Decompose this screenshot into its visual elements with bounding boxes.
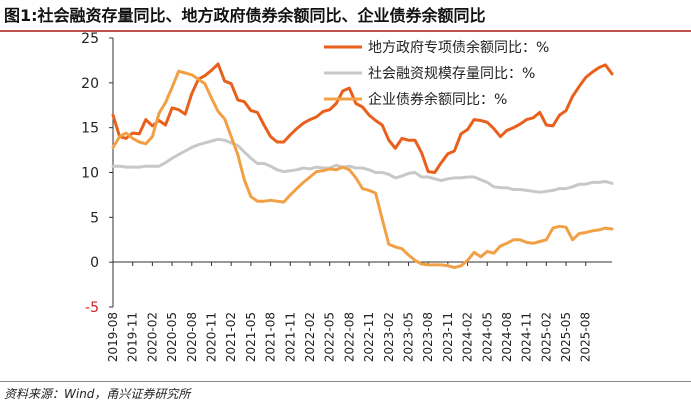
title-divider	[0, 30, 691, 32]
x-tick-label: 2025-05	[559, 312, 573, 362]
x-tick-label: 2024-02	[461, 312, 475, 362]
x-tick-label: 2020-08	[185, 312, 199, 362]
x-tick-label: 2019-11	[126, 312, 140, 362]
legend-label-2: 社会融资规模存量同比：%	[368, 66, 535, 82]
x-tick-label: 2024-11	[520, 312, 534, 362]
x-tick-label: 2020-05	[165, 312, 179, 362]
chart-title: 图1:社会融资存量同比、地方政府债券余额同比、企业债券余额同比	[4, 6, 486, 25]
y-tick-label: 10	[81, 166, 99, 182]
x-tick-label: 2020-02	[145, 312, 159, 362]
x-tick-label: 2021-11	[283, 312, 297, 362]
x-tick-label: 2025-02	[539, 312, 553, 362]
x-tick-label: 2021-08	[264, 312, 278, 362]
series-line-2	[111, 137, 614, 194]
y-tick-label: 20	[81, 76, 99, 92]
x-tick-label: 2022-11	[362, 312, 376, 362]
x-tick-label: 2019-08	[106, 312, 120, 362]
y-tick-label: -5	[85, 300, 99, 316]
source-note: 资料来源：Wind，甬兴证券研究所	[4, 387, 191, 401]
x-tick-label: 2024-08	[500, 312, 514, 362]
x-tick-label: 2022-05	[323, 312, 337, 362]
x-tick-label: 2022-08	[342, 312, 356, 362]
x-tick-label: 2023-05	[401, 312, 415, 362]
y-tick-label: 0	[90, 255, 99, 271]
series-line-3	[111, 69, 614, 269]
x-tick-label: 2023-08	[421, 312, 435, 362]
source-divider	[0, 381, 691, 382]
x-tick-label: 2023-11	[441, 312, 455, 362]
x-tick-label: 2021-02	[224, 312, 238, 362]
x-tick-label: 2020-11	[204, 312, 218, 362]
legend-label-1: 地方政府专项债余额同比：%	[368, 39, 549, 56]
x-tick-label: 2022-02	[303, 312, 317, 362]
series-line-1	[111, 62, 614, 174]
x-tick-label: 2021-05	[244, 312, 258, 362]
y-tick-label: 25	[81, 31, 99, 47]
y-tick-label: 15	[81, 121, 99, 137]
x-tick-label: 2024-05	[480, 312, 494, 362]
x-tick-label: 2025-08	[579, 312, 593, 362]
y-tick-label: 5	[90, 210, 99, 226]
x-tick-label: 2023-02	[382, 312, 396, 362]
legend-label-3: 企业债券余额同比：%	[368, 91, 507, 108]
